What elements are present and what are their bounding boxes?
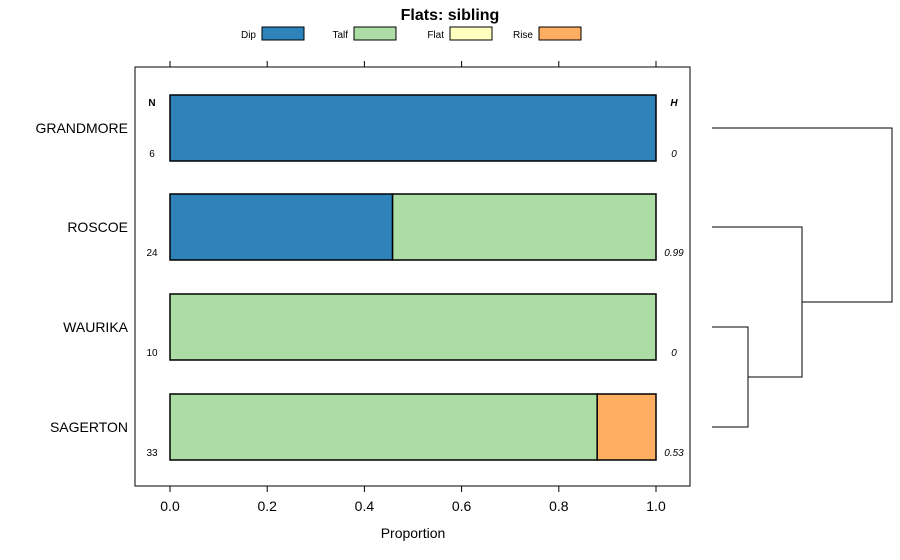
bar-segment-dip xyxy=(169,193,394,261)
bars xyxy=(169,94,657,461)
legend-swatch xyxy=(449,26,493,41)
h-value: 0 xyxy=(671,348,677,359)
h-value: 0.99 xyxy=(664,248,684,259)
bar-segment-talf xyxy=(169,293,657,361)
x-axis: 0.0 0.2 0.4 0.6 0.8 1.0 xyxy=(160,61,666,514)
x-tick-label: 0.8 xyxy=(549,498,569,514)
n-value: 10 xyxy=(146,348,158,359)
n-value: 33 xyxy=(146,448,158,459)
legend-label: Dip xyxy=(241,30,256,41)
legend-swatch xyxy=(538,26,582,41)
plot-frame xyxy=(134,66,691,487)
legend: Dip Talf Flat Rise xyxy=(241,26,582,41)
row-label: ROSCOE xyxy=(67,219,128,235)
legend-label: Talf xyxy=(332,30,348,41)
x-tick-label: 0.2 xyxy=(257,498,277,514)
h-header: H xyxy=(670,98,678,109)
row-label: WAURIKA xyxy=(63,319,128,335)
chart-title: Flats: sibling xyxy=(401,7,500,24)
dendrogram-link xyxy=(712,326,749,428)
legend-swatch xyxy=(261,26,305,41)
legend-label: Rise xyxy=(513,30,533,41)
bar-segment-talf xyxy=(169,393,598,461)
legend-label: Flat xyxy=(427,30,444,41)
h-value: 0 xyxy=(671,149,677,160)
x-tick-label: 1.0 xyxy=(646,498,666,514)
n-header: N xyxy=(148,98,155,109)
dendrogram-link xyxy=(712,226,803,378)
n-value: 24 xyxy=(146,248,158,259)
dendrogram xyxy=(712,127,893,428)
legend-swatch xyxy=(353,26,397,41)
x-tick-label: 0.6 xyxy=(452,498,472,514)
x-tick-label: 0.4 xyxy=(355,498,375,514)
row-labels: GRANDMORE 6 0 ROSCOE 24 0.99 WAURIKA 10 0 SAGERTO… xyxy=(35,120,684,459)
bar-segment-rise xyxy=(596,393,657,461)
bar-segment-talf xyxy=(391,193,657,261)
dendrogram-link xyxy=(712,127,893,303)
n-value: 6 xyxy=(149,149,155,160)
bar-segment-dip xyxy=(169,94,657,162)
row-label: GRANDMORE xyxy=(35,120,128,136)
row-label: SAGERTON xyxy=(50,419,128,435)
x-axis-label: Proportion xyxy=(381,525,446,541)
x-tick-label: 0.0 xyxy=(160,498,180,514)
h-value: 0.53 xyxy=(664,448,684,459)
